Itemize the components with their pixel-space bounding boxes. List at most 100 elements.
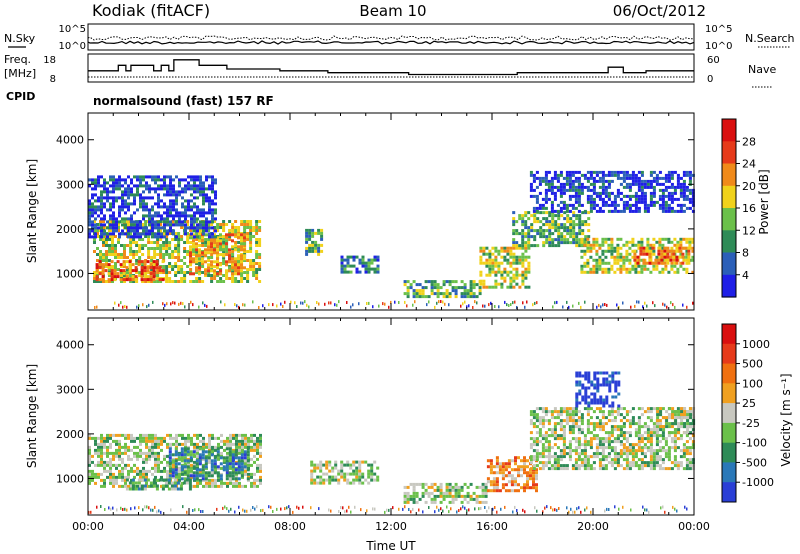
velocity-cell-1 bbox=[201, 456, 205, 460]
power-cell-2 bbox=[228, 257, 231, 261]
velocity-cell-6 bbox=[595, 416, 599, 420]
velocity-cell-0 bbox=[103, 451, 106, 455]
power-cell-10 bbox=[592, 270, 596, 274]
power-cell-10 bbox=[625, 252, 629, 256]
power-cell-3 bbox=[130, 193, 133, 197]
velocity-cell-6 bbox=[580, 443, 584, 447]
power-cell-10 bbox=[652, 249, 656, 253]
power-cell-1 bbox=[101, 266, 105, 270]
power-cell-8 bbox=[512, 211, 516, 215]
velocity-cell-6 bbox=[553, 464, 557, 468]
velocity-cell-0 bbox=[106, 463, 109, 467]
power-cell-2 bbox=[216, 239, 219, 243]
power-cell-0 bbox=[252, 265, 256, 268]
power-cell-9 bbox=[658, 203, 662, 207]
power-cell-3 bbox=[196, 211, 199, 215]
freq-tick-top: 18 bbox=[43, 55, 56, 66]
velocity-cell-6 bbox=[556, 434, 560, 438]
power-cell-3 bbox=[157, 178, 160, 182]
power-cell-2 bbox=[237, 248, 240, 252]
velocity-cell-3 bbox=[367, 481, 371, 485]
power-cell-7 bbox=[515, 276, 519, 280]
power-cell-9 bbox=[559, 173, 563, 177]
velocity-cell-1 bbox=[198, 468, 202, 472]
velocity-cell-6 bbox=[598, 443, 602, 447]
power-cell-8 bbox=[536, 229, 540, 233]
power-cell-2 bbox=[189, 245, 192, 249]
power-cell-9 bbox=[655, 182, 659, 186]
power-cell-10 bbox=[604, 261, 608, 265]
power-cell-3 bbox=[199, 208, 202, 212]
velocity-cell-1 bbox=[189, 459, 193, 463]
power-cell-0 bbox=[105, 256, 108, 259]
power-cell-9 bbox=[667, 197, 671, 201]
power-cell-6 bbox=[472, 286, 476, 290]
velocity-cell-6 bbox=[610, 407, 614, 411]
power-cell-3 bbox=[148, 223, 151, 227]
power-cell-7 bbox=[482, 261, 486, 265]
velocity-cell-0 bbox=[259, 445, 262, 449]
power-cell-3 bbox=[88, 205, 91, 209]
velocity-cell-4 bbox=[451, 497, 455, 501]
power-cell-10 bbox=[619, 255, 623, 259]
velocity-cell-6 bbox=[553, 434, 557, 438]
velocity-cell-6 bbox=[529, 443, 533, 447]
velocity-cell-0 bbox=[100, 484, 103, 488]
velocity-cell-0 bbox=[232, 442, 235, 446]
velocity-cell-6 bbox=[583, 461, 587, 465]
power-cell-10 bbox=[625, 243, 629, 247]
power-cell-2 bbox=[198, 257, 201, 261]
power-cell-6 bbox=[442, 292, 446, 296]
power-cell-8 bbox=[560, 226, 564, 230]
velocity-cell-6 bbox=[544, 410, 548, 414]
velocity-cell-0 bbox=[214, 445, 217, 449]
velocity-cell-0 bbox=[103, 484, 106, 488]
power-cell-9 bbox=[682, 191, 686, 195]
velocity-cell-6 bbox=[640, 413, 644, 417]
power-cell-3 bbox=[112, 226, 115, 230]
power-cell-7 bbox=[479, 246, 483, 250]
velocity-cell-0 bbox=[175, 439, 178, 443]
velocity-cell-1 bbox=[168, 456, 172, 460]
power-cell-9 bbox=[574, 179, 578, 183]
power-cell-3 bbox=[130, 223, 133, 227]
power-cell-9 bbox=[676, 179, 680, 183]
power-cell-1 bbox=[161, 278, 165, 282]
velocity-cell-0 bbox=[259, 475, 262, 479]
power-cell-8 bbox=[572, 211, 576, 215]
power-ground-scatter bbox=[578, 301, 580, 305]
velocity-cell-3 bbox=[370, 469, 374, 473]
power-cell-9 bbox=[604, 185, 608, 189]
power-ground-scatter bbox=[472, 306, 474, 309]
power-cell-0 bbox=[150, 247, 154, 250]
power-ground-scatter bbox=[174, 301, 176, 305]
power-cell-9 bbox=[538, 191, 542, 195]
velocity-cell-3 bbox=[325, 472, 329, 476]
power-cell-11 bbox=[678, 246, 682, 250]
power-cell-8 bbox=[527, 235, 531, 239]
power-cell-8 bbox=[539, 220, 543, 224]
velocity-cell-1 bbox=[237, 456, 241, 460]
power-ground-scatter bbox=[630, 305, 632, 309]
velocity-cell-6 bbox=[535, 437, 539, 441]
power-cell-3 bbox=[208, 235, 211, 239]
power-cell-9 bbox=[580, 182, 584, 186]
power-cell-7 bbox=[503, 267, 507, 271]
power-cell-3 bbox=[190, 220, 193, 224]
velocity-cell-0 bbox=[142, 457, 145, 461]
power-cell-3 bbox=[160, 178, 163, 182]
velocity-cell-0 bbox=[109, 436, 112, 440]
power-cell-3 bbox=[208, 184, 211, 188]
power-cell-10 bbox=[622, 267, 626, 271]
power-cell-3 bbox=[205, 217, 208, 221]
power-cell-4 bbox=[308, 246, 312, 250]
velocity-cell-0 bbox=[109, 472, 112, 476]
velocity-cell-6 bbox=[577, 431, 581, 435]
power-cell-0 bbox=[237, 226, 241, 229]
velocity-cell-6 bbox=[640, 464, 644, 468]
velocity-cell-0 bbox=[121, 451, 124, 455]
velocity-cell-0 bbox=[121, 466, 124, 470]
velocity-cell-6 bbox=[571, 416, 575, 420]
power-cell-6 bbox=[472, 295, 476, 299]
power-cell-3 bbox=[127, 205, 130, 209]
